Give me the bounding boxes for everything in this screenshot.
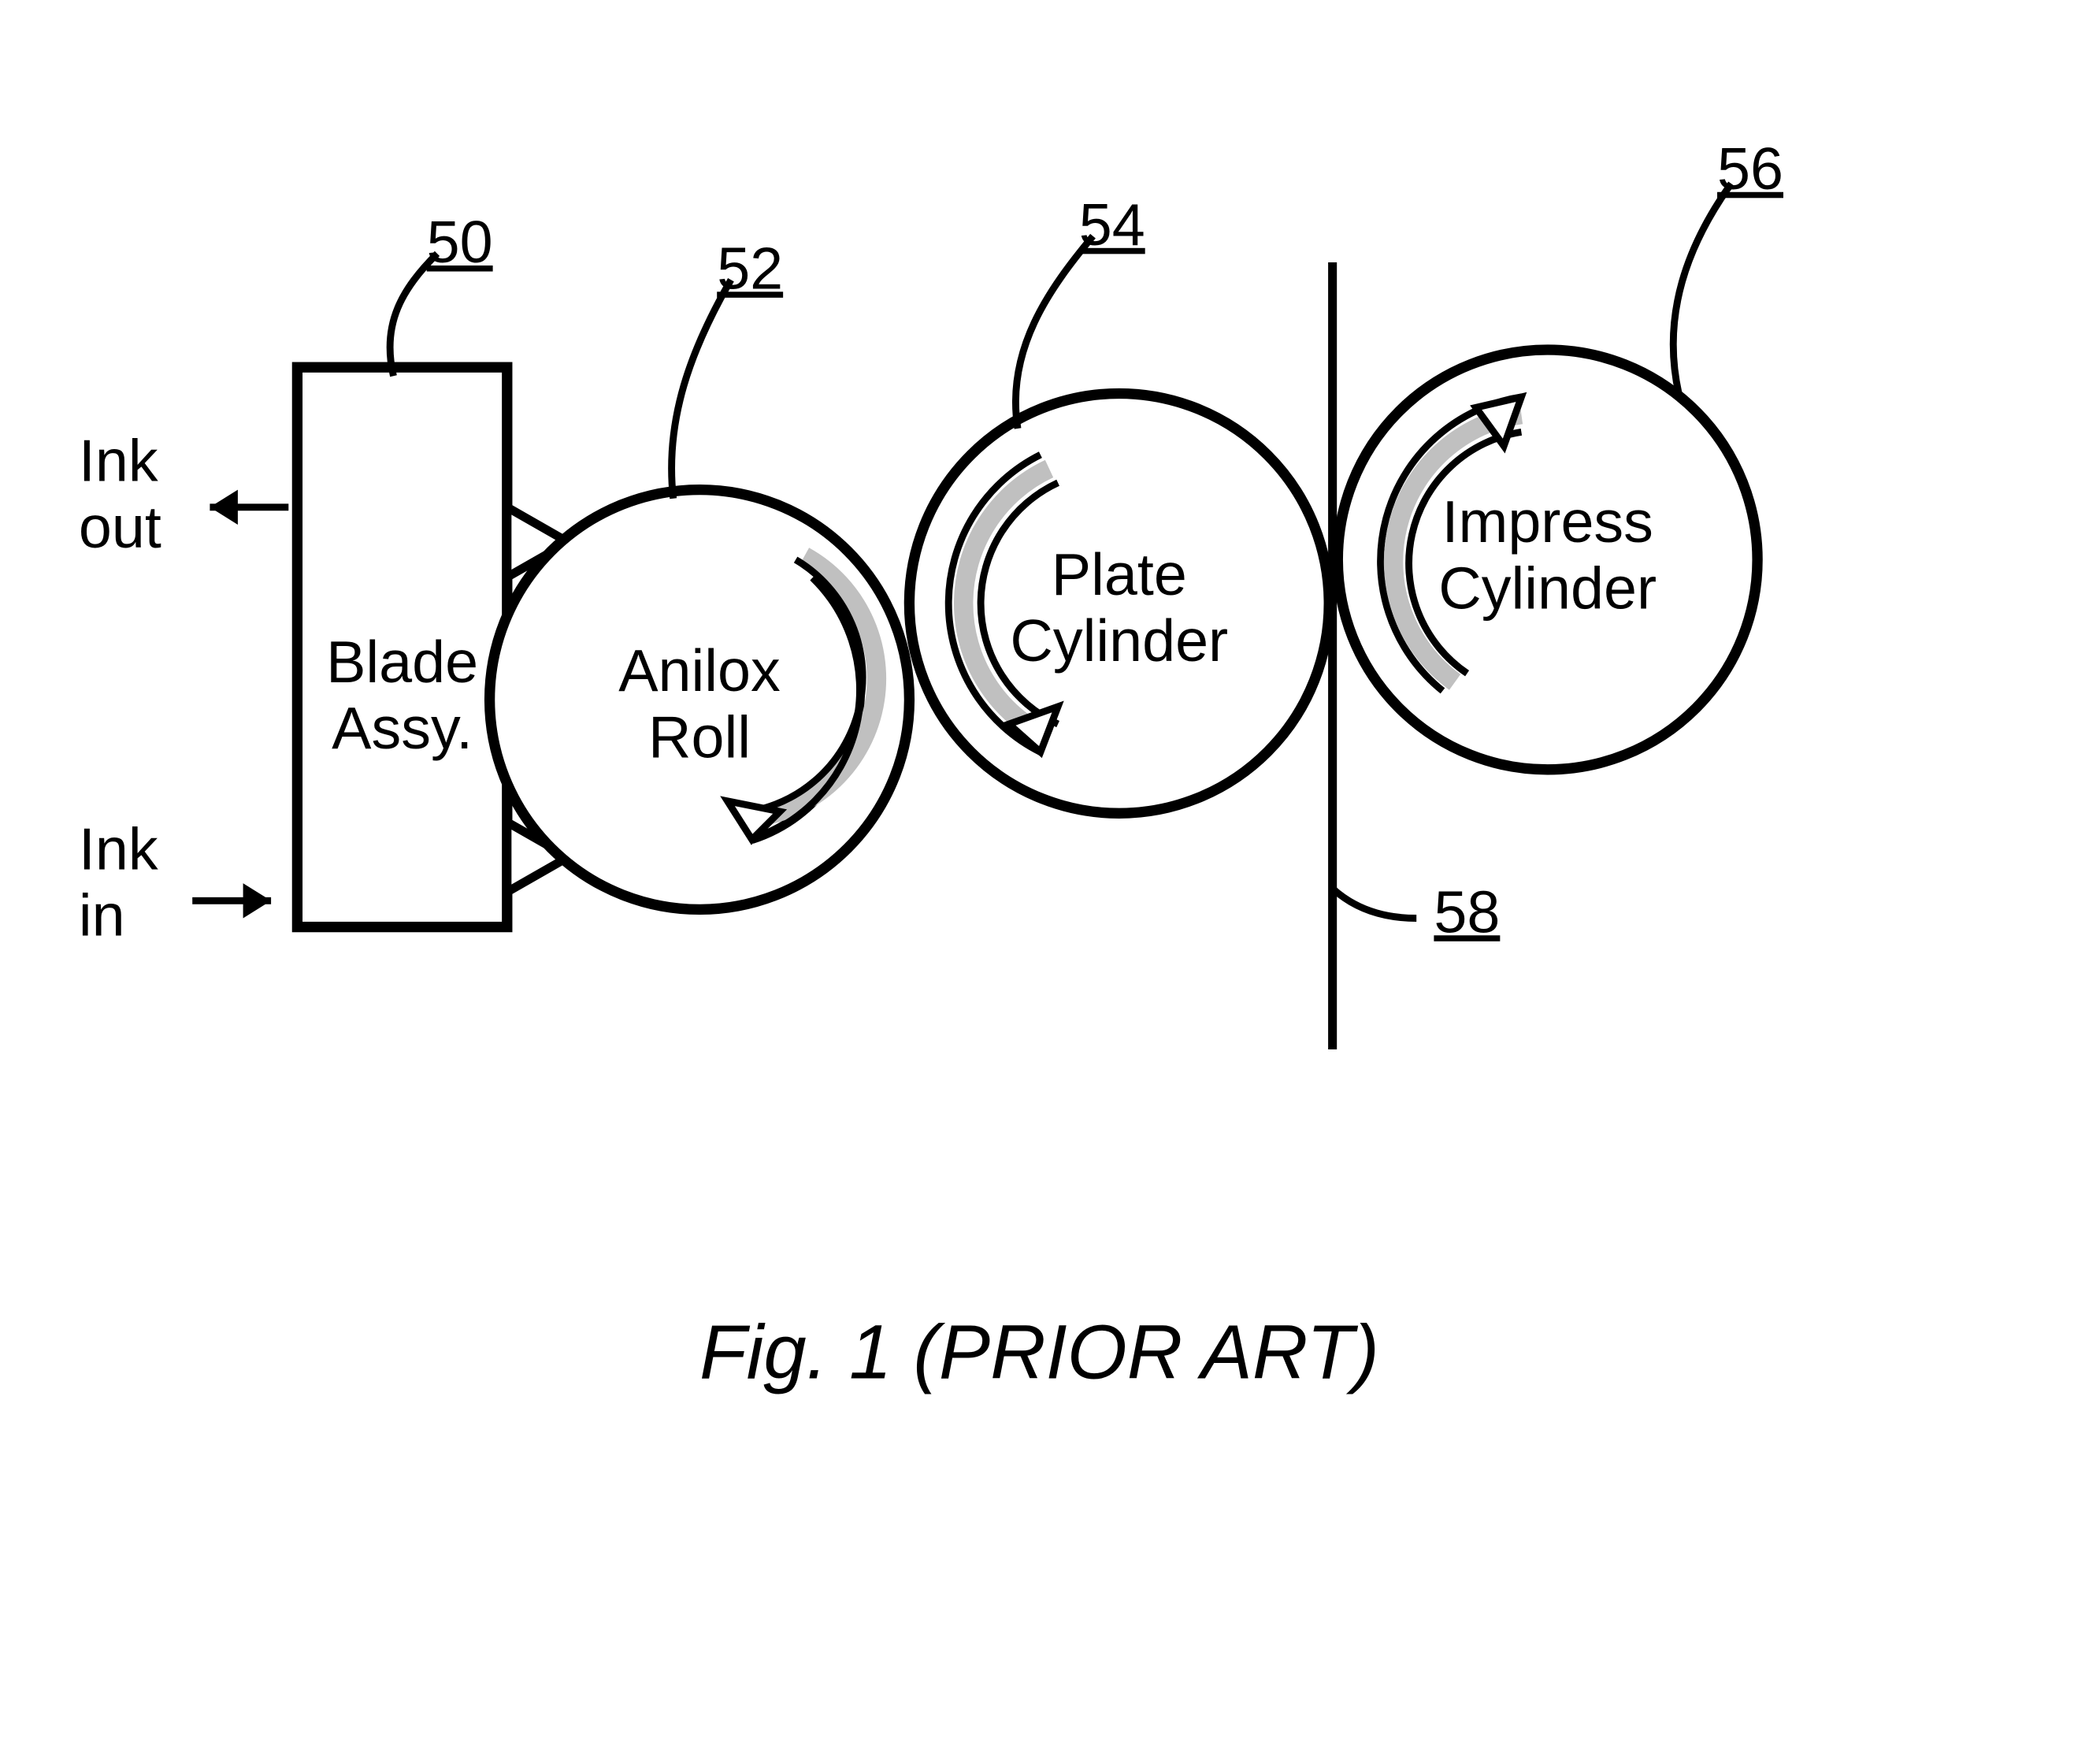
impress-cylinder: Impress Cylinder 56 (1338, 136, 1783, 770)
anilox-label-2: Roll (648, 704, 751, 770)
ink-out-line2: out (79, 494, 161, 560)
anilox-ref: 52 (717, 235, 783, 301)
substrate-ref: 58 (1434, 878, 1500, 945)
impress-leader (1673, 184, 1731, 393)
plate-cylinder: Plate Cylinder 54 (909, 191, 1329, 814)
anilox-label-1: Anilox (618, 637, 781, 704)
ink-out-line1: Ink (79, 428, 158, 494)
figure-caption: Fig. 1 (PRIOR ART) (699, 1309, 1379, 1394)
anilox-roll: Anilox Roll 52 (490, 235, 910, 909)
impress-label-1: Impress (1442, 488, 1653, 555)
anilox-leader (672, 280, 731, 499)
substrate-leader (1333, 889, 1417, 919)
ink-out-arrow-head-icon (210, 490, 238, 525)
plate-label-2: Cylinder (1010, 607, 1228, 674)
impress-ref: 56 (1717, 136, 1783, 202)
ink-in-arrow-head-icon (243, 883, 272, 918)
ink-in: Ink in (79, 815, 271, 948)
plate-ref: 54 (1079, 191, 1145, 258)
plate-label-1: Plate (1052, 541, 1187, 607)
blade-label-1: Blade (326, 629, 478, 695)
ink-in-line2: in (79, 882, 125, 949)
ink-in-line1: Ink (79, 815, 158, 882)
impress-label-2: Cylinder (1438, 555, 1657, 622)
ink-out: Ink out (79, 428, 288, 560)
blade-label-2: Assy. (332, 695, 473, 761)
blade-ref: 50 (427, 209, 493, 275)
